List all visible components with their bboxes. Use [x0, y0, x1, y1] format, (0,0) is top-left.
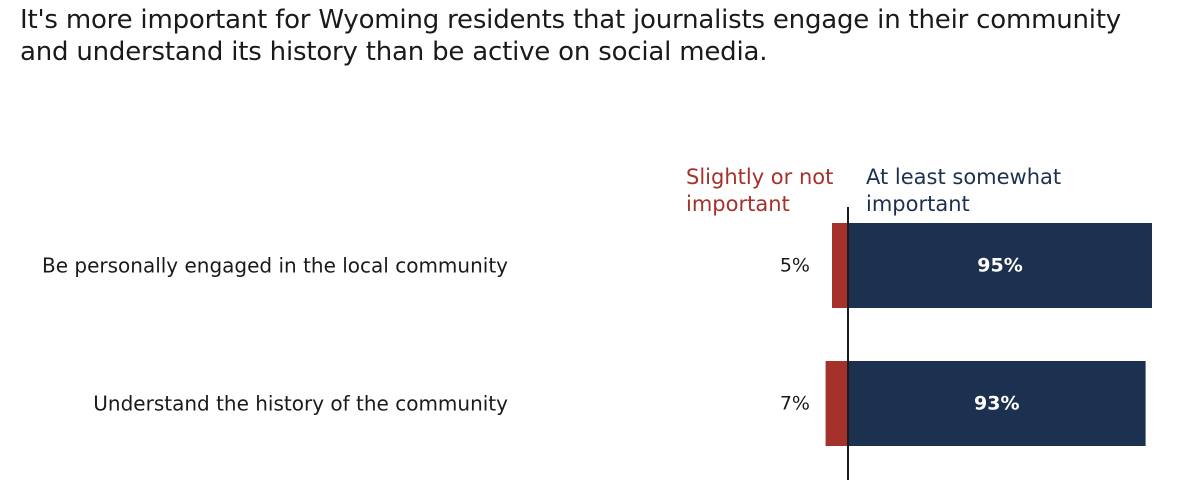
legend-negative: Slightly or not important [686, 164, 833, 218]
legend-positive-line-2: important [866, 192, 970, 216]
data-label-negative-2: 7% [780, 393, 810, 415]
legend-positive-line-1: At least somewhat [866, 165, 1062, 189]
bar-negative-1 [832, 223, 848, 308]
chart-title-line-1: It's more important for Wyoming resident… [20, 5, 1121, 35]
category-label-1: Be personally engaged in the local commu… [42, 254, 508, 278]
category-label-2: Understand the history of the community [93, 392, 508, 416]
data-label-negative-1: 5% [780, 255, 810, 277]
legend-negative-line-1: Slightly or not [686, 165, 834, 189]
chart-title-line-2: and understand its history than be activ… [20, 37, 768, 67]
chart-title: It's more important for Wyoming resident… [20, 4, 1185, 68]
data-label-positive-1: 95% [977, 255, 1022, 277]
legend-negative-line-2: important [686, 192, 790, 216]
bar-positive-2 [848, 361, 1146, 446]
legend-positive: At least somewhat important [866, 164, 1061, 218]
data-label-positive-2: 93% [974, 393, 1019, 415]
bar-negative-2 [825, 361, 848, 446]
bar-positive-1 [848, 223, 1152, 308]
